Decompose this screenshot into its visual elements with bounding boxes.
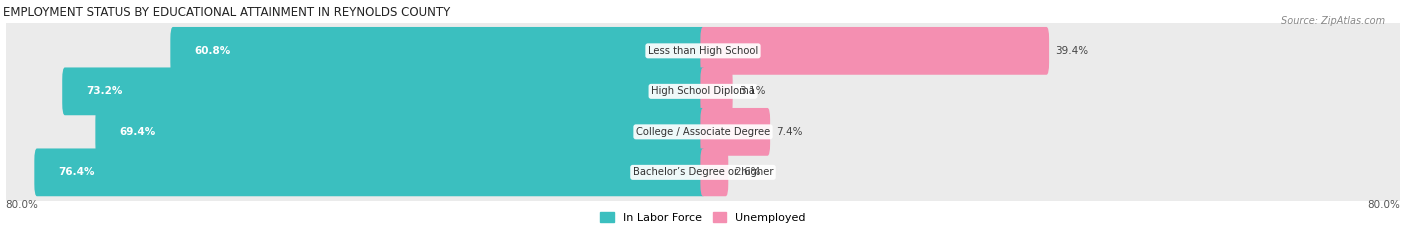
FancyBboxPatch shape	[62, 68, 706, 115]
FancyBboxPatch shape	[700, 27, 1049, 75]
Text: Less than High School: Less than High School	[648, 46, 758, 56]
Text: Source: ZipAtlas.com: Source: ZipAtlas.com	[1281, 16, 1385, 26]
FancyBboxPatch shape	[700, 148, 728, 196]
Text: 73.2%: 73.2%	[87, 86, 122, 96]
Text: 80.0%: 80.0%	[1368, 200, 1400, 210]
Text: Bachelor’s Degree or higher: Bachelor’s Degree or higher	[633, 167, 773, 177]
FancyBboxPatch shape	[700, 108, 770, 156]
Text: 2.6%: 2.6%	[734, 167, 761, 177]
Text: 76.4%: 76.4%	[59, 167, 96, 177]
FancyBboxPatch shape	[6, 54, 1400, 129]
Text: 7.4%: 7.4%	[776, 127, 803, 137]
FancyBboxPatch shape	[34, 148, 706, 196]
Text: 60.8%: 60.8%	[195, 46, 231, 56]
Text: 39.4%: 39.4%	[1056, 46, 1088, 56]
FancyBboxPatch shape	[700, 68, 733, 115]
FancyBboxPatch shape	[6, 135, 1400, 210]
Text: College / Associate Degree: College / Associate Degree	[636, 127, 770, 137]
FancyBboxPatch shape	[96, 108, 706, 156]
FancyBboxPatch shape	[170, 27, 706, 75]
Text: 80.0%: 80.0%	[6, 200, 38, 210]
Text: 3.1%: 3.1%	[738, 86, 765, 96]
Text: High School Diploma: High School Diploma	[651, 86, 755, 96]
Legend: In Labor Force, Unemployed: In Labor Force, Unemployed	[596, 208, 810, 227]
Text: 69.4%: 69.4%	[120, 127, 156, 137]
FancyBboxPatch shape	[6, 14, 1400, 88]
FancyBboxPatch shape	[6, 95, 1400, 169]
Text: EMPLOYMENT STATUS BY EDUCATIONAL ATTAINMENT IN REYNOLDS COUNTY: EMPLOYMENT STATUS BY EDUCATIONAL ATTAINM…	[3, 6, 450, 19]
